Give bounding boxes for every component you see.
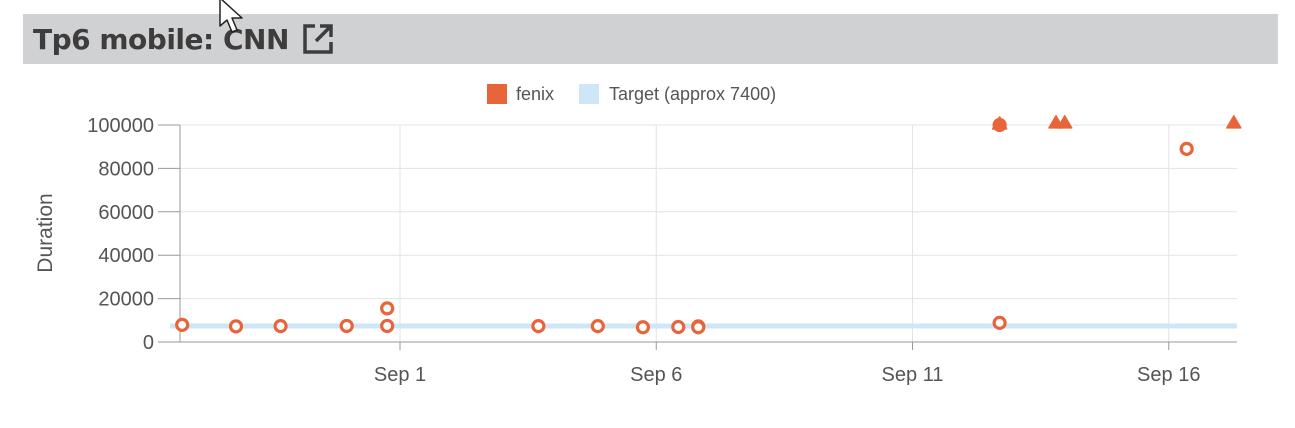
x-tick-label: Sep 16 (1137, 364, 1200, 386)
y-tick-label: 40000 (98, 245, 154, 267)
data-point-circle (691, 320, 706, 335)
data-point-circle (590, 319, 605, 334)
x-tick-label: Sep 11 (882, 364, 944, 386)
data-point-circle (228, 319, 244, 334)
page-title: Tp6 mobile: CNN (33, 22, 289, 56)
y-tick-label: 60000 (98, 202, 154, 224)
data-point-circle (273, 319, 288, 334)
data-point-circle (380, 301, 395, 316)
x-tick-label: Sep 6 (630, 364, 682, 386)
data-point-circle (380, 318, 395, 334)
y-tick-label: 80000 (98, 158, 154, 180)
data-points (175, 115, 1242, 335)
data-point-circle (635, 320, 651, 335)
data-point-circle (175, 317, 190, 332)
y-tick-label: 20000 (98, 289, 154, 311)
data-point-circle (1179, 141, 1194, 156)
legend-label-target: Target (approx 7400) (609, 84, 776, 104)
y-tick-label: 0 (143, 332, 154, 354)
data-point-triangle (991, 116, 1008, 130)
data-point-circle (992, 315, 1007, 331)
data-point-triangle (1226, 115, 1242, 129)
mouse-cursor-icon (219, 0, 243, 33)
data-point-triangle (1056, 115, 1073, 129)
legend-swatch-target (579, 84, 599, 104)
data-point-circle (531, 319, 546, 334)
x-tick-label: Sep 1 (374, 364, 426, 386)
legend-swatch-fenix (487, 84, 507, 104)
data-point-circle (339, 318, 354, 334)
chart-header: Tp6 mobile: CNN (23, 14, 1278, 64)
y-axis-label: Duration (34, 193, 57, 272)
y-tick-label: 100000 (87, 115, 154, 137)
chart-grid (180, 124, 1237, 343)
chart-axes: 0 20000 40000 60000 80000 100000 Sep 1 Sep 6 Sep… (87, 115, 1237, 386)
chart-legend: fenix Target (approx 7400) (487, 84, 776, 104)
data-point-circle (671, 319, 686, 335)
legend-label-fenix: fenix (516, 84, 554, 104)
external-link-icon[interactable] (301, 22, 335, 56)
